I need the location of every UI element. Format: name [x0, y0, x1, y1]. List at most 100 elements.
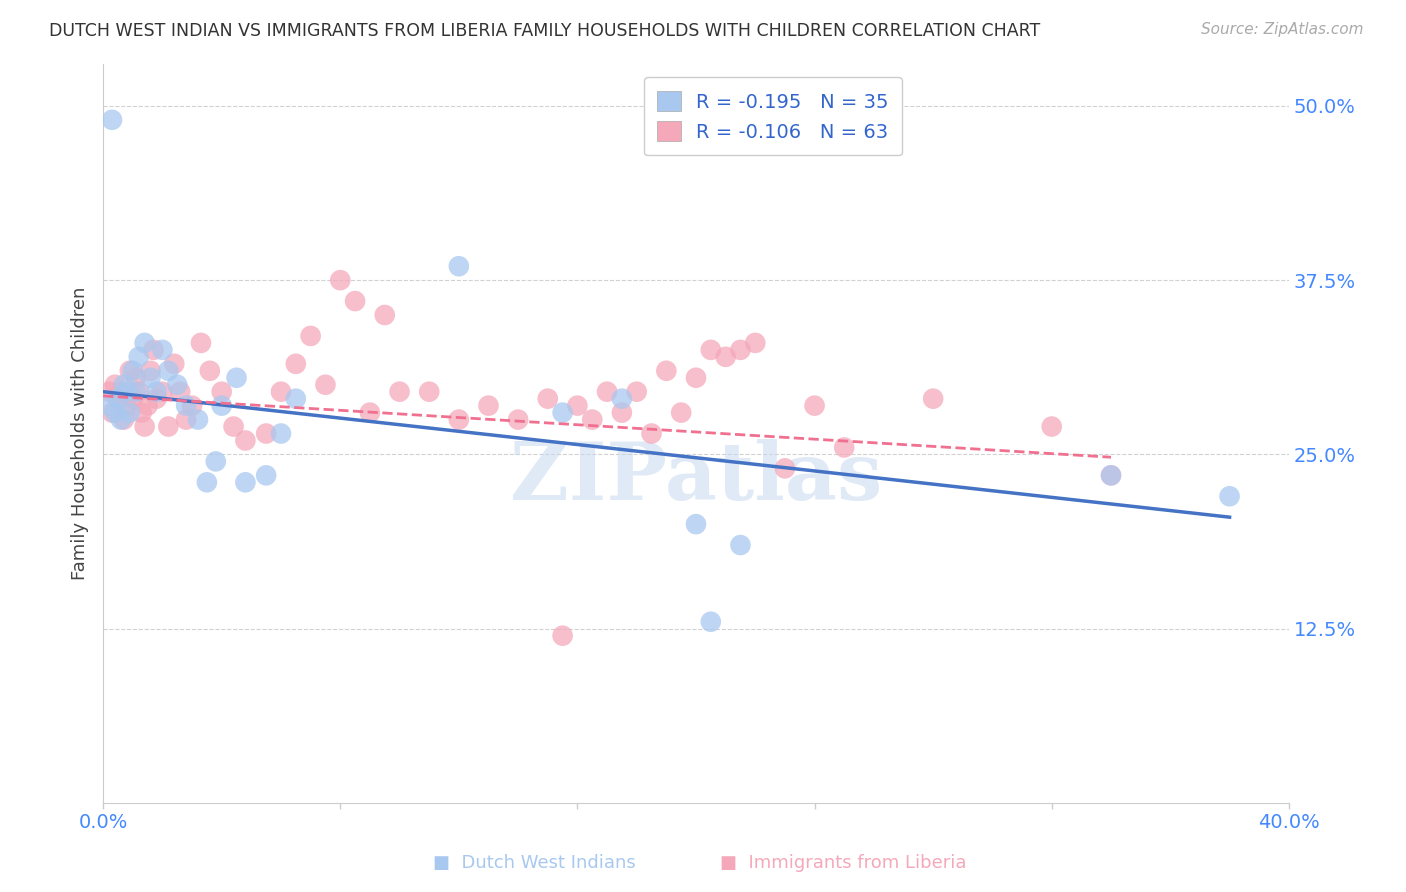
Point — [115, 399, 138, 413]
Point — [714, 350, 737, 364]
Point — [139, 370, 162, 384]
Point — [195, 475, 218, 490]
Point — [187, 412, 209, 426]
Point — [204, 454, 226, 468]
Point — [152, 343, 174, 357]
Point — [344, 294, 367, 309]
Point — [142, 343, 165, 357]
Point — [157, 419, 180, 434]
Point — [299, 329, 322, 343]
Point — [1099, 468, 1122, 483]
Point — [626, 384, 648, 399]
Text: Source: ZipAtlas.com: Source: ZipAtlas.com — [1201, 22, 1364, 37]
Point — [418, 384, 440, 399]
Point — [477, 399, 499, 413]
Point — [567, 399, 589, 413]
Point — [110, 412, 132, 426]
Point — [131, 406, 153, 420]
Point — [1040, 419, 1063, 434]
Point — [730, 538, 752, 552]
Point — [166, 377, 188, 392]
Point — [145, 384, 167, 399]
Point — [98, 384, 121, 399]
Point — [121, 392, 143, 406]
Point — [270, 384, 292, 399]
Point — [700, 343, 723, 357]
Text: ■  Dutch West Indians: ■ Dutch West Indians — [433, 855, 636, 872]
Point — [388, 384, 411, 399]
Point — [211, 384, 233, 399]
Point — [537, 392, 560, 406]
Point — [174, 412, 197, 426]
Point — [125, 370, 148, 384]
Point — [107, 392, 129, 406]
Point — [235, 434, 257, 448]
Point — [118, 364, 141, 378]
Point — [101, 406, 124, 420]
Point — [254, 426, 277, 441]
Point — [1099, 468, 1122, 483]
Point — [254, 468, 277, 483]
Point — [128, 350, 150, 364]
Text: ■  Immigrants from Liberia: ■ Immigrants from Liberia — [720, 855, 967, 872]
Point — [163, 357, 186, 371]
Point — [744, 335, 766, 350]
Point — [700, 615, 723, 629]
Point — [222, 419, 245, 434]
Point — [640, 426, 662, 441]
Point — [655, 364, 678, 378]
Point — [190, 335, 212, 350]
Point — [110, 384, 132, 399]
Point — [112, 412, 135, 426]
Point — [134, 335, 156, 350]
Point — [157, 364, 180, 378]
Point — [1219, 489, 1241, 503]
Point — [139, 364, 162, 378]
Point — [104, 377, 127, 392]
Point — [174, 399, 197, 413]
Point — [112, 377, 135, 392]
Point — [101, 112, 124, 127]
Y-axis label: Family Households with Children: Family Households with Children — [72, 287, 89, 580]
Point — [803, 399, 825, 413]
Point — [685, 517, 707, 532]
Point — [508, 412, 530, 426]
Point — [284, 357, 307, 371]
Point — [121, 364, 143, 378]
Point — [235, 475, 257, 490]
Point — [152, 384, 174, 399]
Point — [169, 384, 191, 399]
Point — [685, 370, 707, 384]
Point — [922, 392, 945, 406]
Point — [581, 412, 603, 426]
Point — [374, 308, 396, 322]
Point — [447, 412, 470, 426]
Text: DUTCH WEST INDIAN VS IMMIGRANTS FROM LIBERIA FAMILY HOUSEHOLDS WITH CHILDREN COR: DUTCH WEST INDIAN VS IMMIGRANTS FROM LIB… — [49, 22, 1040, 40]
Point — [284, 392, 307, 406]
Point — [125, 384, 148, 399]
Point — [329, 273, 352, 287]
Point — [447, 259, 470, 273]
Point — [211, 399, 233, 413]
Point — [128, 384, 150, 399]
Point — [107, 392, 129, 406]
Point — [669, 406, 692, 420]
Point — [314, 377, 336, 392]
Point — [730, 343, 752, 357]
Point — [359, 406, 381, 420]
Point — [134, 419, 156, 434]
Point — [270, 426, 292, 441]
Point — [198, 364, 221, 378]
Point — [225, 370, 247, 384]
Point — [610, 406, 633, 420]
Text: ZIPatlas: ZIPatlas — [510, 439, 882, 516]
Point — [118, 406, 141, 420]
Point — [551, 406, 574, 420]
Legend: R = -0.195   N = 35, R = -0.106   N = 63: R = -0.195 N = 35, R = -0.106 N = 63 — [644, 78, 903, 155]
Point — [98, 399, 121, 413]
Point — [136, 399, 159, 413]
Point — [773, 461, 796, 475]
Point — [551, 629, 574, 643]
Point — [181, 399, 204, 413]
Point — [832, 441, 855, 455]
